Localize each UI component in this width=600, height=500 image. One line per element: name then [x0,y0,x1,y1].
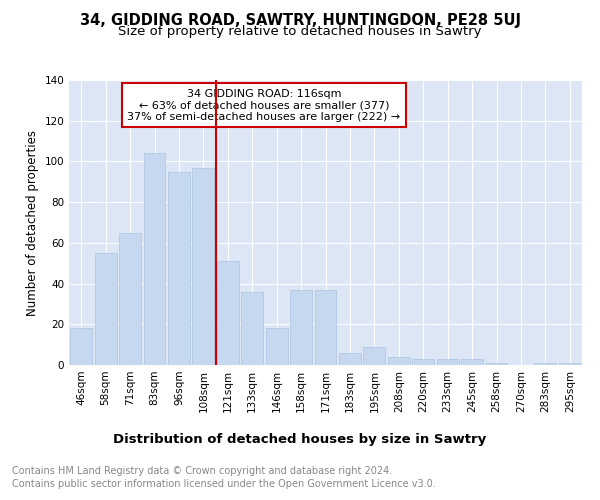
Bar [193,168,214,365]
Bar [119,232,141,365]
Bar [290,290,312,365]
Bar [437,359,458,365]
Bar [364,346,385,365]
Text: Contains public sector information licensed under the Open Government Licence v3: Contains public sector information licen… [12,479,436,489]
Bar [412,359,434,365]
Bar [339,353,361,365]
Y-axis label: Number of detached properties: Number of detached properties [26,130,39,316]
Bar [95,253,116,365]
Bar [559,363,581,365]
Bar [241,292,263,365]
Bar [168,172,190,365]
Text: Size of property relative to detached houses in Sawtry: Size of property relative to detached ho… [118,25,482,38]
Bar [314,290,337,365]
Text: Distribution of detached houses by size in Sawtry: Distribution of detached houses by size … [113,432,487,446]
Bar [535,363,556,365]
Bar [388,357,410,365]
Text: Contains HM Land Registry data © Crown copyright and database right 2024.: Contains HM Land Registry data © Crown c… [12,466,392,476]
Bar [485,363,508,365]
Bar [143,154,166,365]
Text: 34 GIDDING ROAD: 116sqm
← 63% of detached houses are smaller (377)
37% of semi-d: 34 GIDDING ROAD: 116sqm ← 63% of detache… [127,88,401,122]
Text: 34, GIDDING ROAD, SAWTRY, HUNTINGDON, PE28 5UJ: 34, GIDDING ROAD, SAWTRY, HUNTINGDON, PE… [79,12,521,28]
Bar [70,328,92,365]
Bar [461,359,483,365]
Bar [266,328,287,365]
Bar [217,261,239,365]
